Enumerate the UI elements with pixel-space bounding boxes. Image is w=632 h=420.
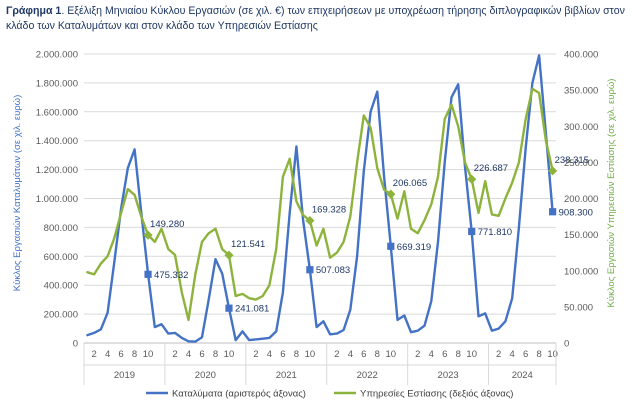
accommodation-data-label: 771.810	[478, 227, 512, 238]
left-tick-label: 0	[73, 339, 78, 350]
x-tick-label: 6	[199, 349, 204, 360]
food-service-data-label: 169.328	[312, 205, 346, 216]
x-tick-label: 10	[224, 349, 235, 360]
right-axis-label: Κύκλος Εργασιών Υπηρεσιών Εστίασης (σε χ…	[606, 79, 617, 308]
accommodation-marker	[549, 208, 557, 216]
x-tick-label: 2	[91, 349, 96, 360]
x-tick-label: 6	[361, 349, 366, 360]
food-service-marker	[224, 250, 234, 260]
left-tick-label: 2.000.000	[36, 50, 78, 61]
x-tick-label: 8	[213, 349, 218, 360]
accommodation-marker	[387, 242, 395, 250]
right-tick-label: 250.000	[564, 158, 598, 169]
x-tick-label: 2	[253, 349, 258, 360]
chart-title-text: . Εξέλιξη Μηνιαίου Κύκλου Εργασιών (σε χ…	[6, 5, 625, 32]
x-tick-label: 2	[172, 349, 177, 360]
accommodation-line	[86, 54, 554, 343]
food-service-marker	[467, 174, 477, 184]
food-service-line	[86, 87, 554, 322]
left-tick-label: 1.400.000	[36, 136, 78, 147]
right-tick-label: 50.000	[564, 302, 593, 313]
legend: Καταλύματα (αριστερός άξονας) Υπηρεσίες …	[146, 389, 513, 400]
left-tick-label: 400.000	[44, 281, 78, 292]
food-service-data-label: 226.687	[474, 163, 508, 174]
chart-title: Γράφημα 1. Εξέλιξη Μηνιαίου Κύκλου Εργασ…	[6, 4, 628, 34]
x-year-label: 2019	[114, 370, 135, 381]
food-service-marker	[305, 216, 315, 226]
x-tick-label: 8	[132, 349, 137, 360]
food-service-marker	[386, 189, 396, 199]
x-tick-label: 4	[267, 349, 272, 360]
x-tick-label: 10	[547, 349, 558, 360]
left-tick-label: 1.800.000	[36, 78, 78, 89]
x-tick-label: 8	[536, 349, 541, 360]
x-tick-label: 6	[118, 349, 123, 360]
x-year-label: 2020	[195, 370, 216, 381]
annotation-markers: 475.332 241.081 507.083 669.319 771.810 908.3…	[143, 155, 593, 315]
accommodation-data-label: 669.319	[397, 242, 431, 253]
chart-title-prefix: Γράφημα 1	[6, 5, 62, 17]
x-tick-label: 2	[496, 349, 501, 360]
food-service-data-label: 121.541	[231, 239, 265, 250]
x-year-label: 2022	[357, 370, 378, 381]
x-year-label: 2021	[276, 370, 297, 381]
series-lines	[86, 54, 554, 343]
x-tick-label: 6	[280, 349, 285, 360]
left-tick-label: 1.600.000	[36, 107, 78, 118]
gridlines	[84, 53, 556, 344]
food-service-marker	[548, 166, 558, 176]
x-tick-label: 10	[386, 349, 397, 360]
accommodation-marker	[306, 266, 314, 274]
left-tick-label: 1.200.000	[36, 165, 78, 176]
left-axis-ticks: 0 200.000 400.000 600.000 800.000 1.000.000 1.…	[36, 50, 78, 350]
legend-accommodation-label: Καταλύματα (αριστερός άξονας)	[172, 389, 306, 400]
left-tick-label: 600.000	[44, 252, 78, 263]
x-tick-label: 4	[348, 349, 353, 360]
right-tick-label: 100.000	[564, 266, 598, 277]
left-tick-label: 200.000	[44, 310, 78, 321]
left-axis-label: Κύκλος Εργασιών Καταλυμάτων (σε χιλ. ευρ…	[12, 95, 23, 292]
right-tick-label: 400.000	[564, 50, 598, 61]
left-tick-label: 800.000	[44, 223, 78, 234]
x-tick-label: 4	[510, 349, 515, 360]
x-year-label: 2024	[512, 370, 533, 381]
food-service-data-label: 206.065	[393, 178, 427, 189]
food-service-marker	[143, 230, 153, 240]
right-tick-label: 300.000	[564, 122, 598, 133]
accommodation-data-label: 908.300	[559, 207, 593, 218]
x-tick-label: 4	[429, 349, 434, 360]
food-service-data-label: 149.280	[150, 219, 184, 230]
right-tick-label: 0	[564, 339, 569, 350]
accommodation-marker	[468, 227, 476, 236]
x-tick-label: 8	[456, 349, 461, 360]
right-tick-label: 200.000	[564, 194, 598, 205]
x-tick-label: 4	[105, 349, 110, 360]
x-tick-label: 10	[466, 349, 477, 360]
accommodation-marker	[225, 304, 233, 312]
x-tick-label: 8	[294, 349, 299, 360]
x-tick-label: 6	[442, 349, 447, 360]
accommodation-marker	[144, 270, 152, 278]
x-tick-label: 4	[186, 349, 191, 360]
x-tick-label: 2	[334, 349, 339, 360]
accommodation-data-label: 507.083	[316, 265, 350, 276]
x-tick-label: 2	[415, 349, 420, 360]
x-tick-label: 10	[305, 349, 316, 360]
x-tick-label: 8	[375, 349, 380, 360]
left-tick-label: 1.000.000	[36, 194, 78, 205]
x-tick-label: 6	[523, 349, 528, 360]
legend-food-label: Υπηρεσίες Εστίασης (δεξιός άξονας)	[360, 389, 513, 400]
food-service-data-label: 238.315	[555, 155, 589, 166]
right-tick-label: 350.000	[564, 86, 598, 97]
x-year-label: 2023	[438, 370, 459, 381]
right-axis-ticks: 0 50.000 100.000 150.000 200.000 250.000 300.0…	[564, 50, 598, 350]
accommodation-data-label: 475.332	[154, 270, 188, 281]
accommodation-data-label: 241.081	[235, 304, 269, 315]
x-tick-label: 10	[143, 349, 154, 360]
right-tick-label: 150.000	[564, 230, 598, 241]
